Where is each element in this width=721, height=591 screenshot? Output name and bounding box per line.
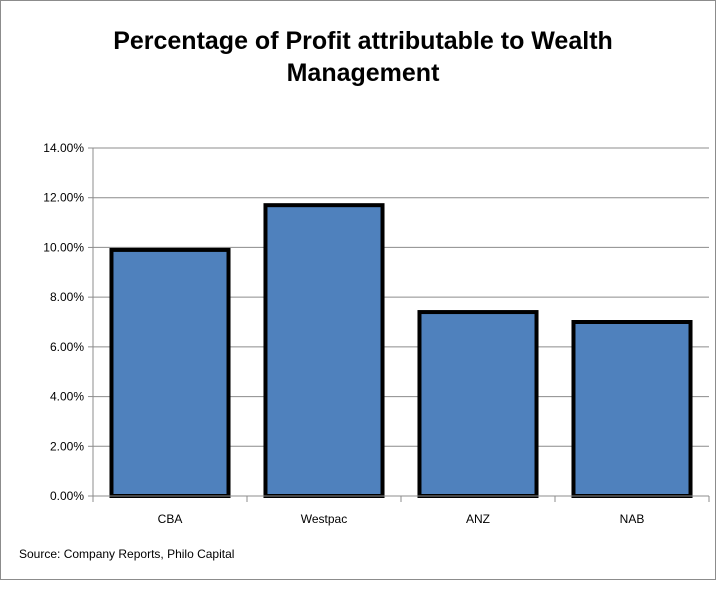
axes [88,147,710,502]
chart-frame: Percentage of Profit attributable to Wea… [0,0,716,580]
y-tick-label: 8.00% [50,290,84,304]
y-tick-label: 4.00% [50,390,84,404]
y-tick-label: 10.00% [43,240,84,254]
y-tick-label: 0.00% [50,489,84,503]
y-tick-label: 12.00% [43,191,84,205]
y-tick-label: 14.00% [43,141,84,155]
bar-nab [571,320,693,498]
x-tick-label: NAB [620,512,645,526]
source-note: Source: Company Reports, Philo Capital [19,547,234,561]
x-tick-label: ANZ [466,512,490,526]
x-tick-label: Westpac [301,512,347,526]
y-tick-label: 2.00% [50,439,84,453]
y-tick-labels: 0.00% 2.00% 4.00% 6.00% 8.00% 10.00% 12.00% 14.… [43,141,84,503]
bar-westpac [263,203,385,499]
chart-title-line-1: Percentage of Profit attributable to Wea… [113,27,613,55]
chart-title: Percentage of Profit attributable to Wea… [113,27,613,87]
x-tick-label: CBA [158,512,183,526]
x-tick-labels: CBA Westpac ANZ NAB [158,512,645,526]
bars [109,203,693,499]
bar-anz [417,310,539,498]
y-tick-label: 6.00% [50,340,84,354]
bar-chart: Percentage of Profit attributable to Wea… [19,27,710,561]
chart-title-line-2: Management [287,59,440,87]
bar-cba [109,247,231,498]
